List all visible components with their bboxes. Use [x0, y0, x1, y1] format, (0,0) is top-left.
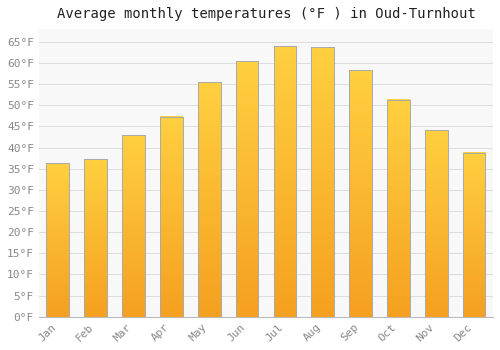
Bar [198, 82, 220, 317]
Bar [84, 159, 107, 317]
Bar [463, 153, 485, 317]
Bar [387, 100, 410, 317]
Title: Average monthly temperatures (°F ) in Oud-Turnhout: Average monthly temperatures (°F ) in Ou… [56, 7, 476, 21]
Bar [312, 47, 334, 317]
Bar [160, 117, 182, 317]
Bar [46, 163, 69, 317]
Bar [160, 117, 182, 317]
Bar [122, 135, 145, 317]
Bar [349, 70, 372, 317]
Bar [387, 100, 410, 317]
Bar [312, 47, 334, 317]
Bar [274, 47, 296, 317]
Bar [274, 47, 296, 317]
Bar [46, 163, 69, 317]
Bar [425, 130, 448, 317]
Bar [236, 61, 258, 317]
Bar [349, 70, 372, 317]
Bar [122, 135, 145, 317]
Bar [425, 130, 448, 317]
Bar [463, 153, 485, 317]
Bar [84, 159, 107, 317]
Bar [198, 82, 220, 317]
Bar [236, 61, 258, 317]
